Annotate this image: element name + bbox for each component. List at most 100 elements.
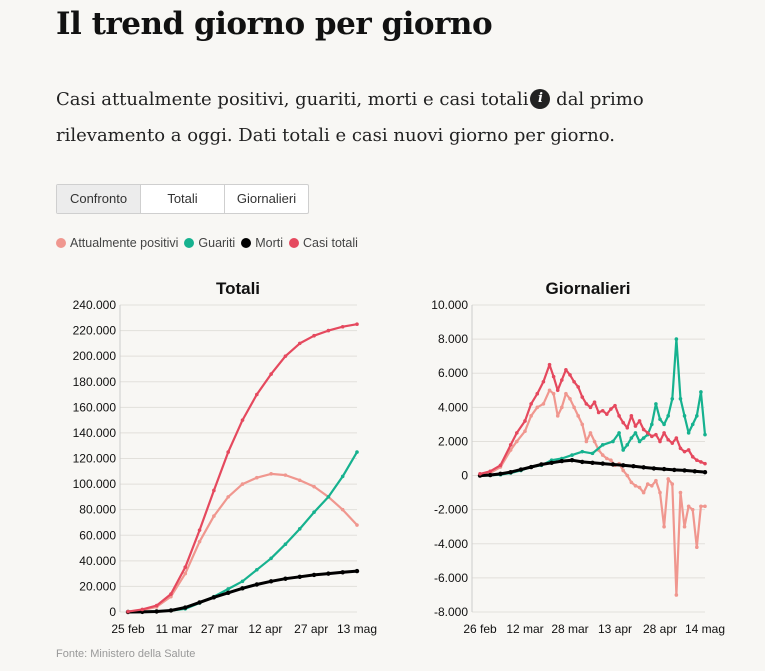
- intro-part2: dal primo rilevamento a oggi. Dati total…: [56, 89, 644, 146]
- data-point-attualmente-positivi: [678, 490, 683, 495]
- data-point-guariti: [678, 397, 683, 401]
- legend-dot: [289, 238, 299, 248]
- legend-item-guariti[interactable]: Guariti: [184, 236, 235, 250]
- data-point-casi-totali: [197, 528, 202, 532]
- y-tick-label: 4.000: [438, 400, 468, 414]
- tab-confronto[interactable]: Confronto: [57, 185, 141, 213]
- data-point-guariti: [633, 431, 638, 435]
- data-point-casi-totali: [670, 441, 675, 445]
- data-point-attualmente-positivi: [355, 523, 359, 527]
- data-point-casi-totali: [662, 431, 666, 435]
- series-line-casi-totali: [479, 363, 706, 475]
- data-point-morti: [518, 467, 524, 472]
- data-point-casi-totali: [600, 408, 605, 413]
- data-point-casi-totali: [560, 378, 564, 382]
- data-point-casi-totali: [297, 341, 302, 346]
- data-point-casi-totali: [226, 450, 230, 454]
- series-line-attualmente-positivi: [127, 472, 358, 613]
- data-point-casi-totali: [169, 592, 173, 596]
- data-point-guariti: [686, 431, 691, 435]
- data-point-casi-totali: [154, 603, 159, 608]
- data-point-attualmente-positivi: [523, 429, 527, 434]
- data-point-attualmente-positivi: [666, 477, 670, 481]
- data-point-guariti: [600, 443, 605, 447]
- data-point-casi-totali: [650, 434, 654, 439]
- intro-part1: Casi attualmente positivi, guariti, mort…: [56, 89, 529, 110]
- data-point-guariti: [326, 495, 331, 499]
- x-tick-label: 25 feb: [111, 622, 145, 636]
- data-point-casi-totali: [340, 324, 345, 329]
- data-point-attualmente-positivi: [600, 453, 605, 457]
- data-point-casi-totali: [645, 431, 650, 435]
- legend-item-morti[interactable]: Morti: [241, 236, 283, 250]
- data-point-guariti: [666, 414, 670, 418]
- data-point-morti: [183, 605, 188, 610]
- data-point-casi-totali: [633, 424, 638, 428]
- data-point-attualmente-positivi: [641, 490, 646, 495]
- data-point-morti: [620, 463, 626, 468]
- data-point-casi-totali: [355, 322, 359, 326]
- x-tick-label: 27 apr: [294, 622, 328, 636]
- data-point-attualmente-positivi: [588, 431, 593, 435]
- data-point-morti: [702, 469, 708, 475]
- data-point-attualmente-positivi: [183, 571, 188, 576]
- data-point-attualmente-positivi: [283, 473, 288, 477]
- data-point-casi-totali: [654, 432, 658, 437]
- tab-giornalieri[interactable]: Giornalieri: [236, 191, 297, 206]
- data-point-casi-totali: [312, 333, 316, 338]
- data-point-attualmente-positivi: [695, 545, 699, 549]
- tab-totali[interactable]: Totali: [141, 185, 225, 213]
- data-point-casi-totali: [529, 402, 533, 406]
- data-point-casi-totali: [641, 427, 646, 432]
- legend-item-casi-totali[interactable]: Casi totali: [289, 236, 358, 250]
- data-point-casi-totali: [551, 374, 556, 379]
- y-tick-label: 40.000: [79, 554, 116, 568]
- data-point-attualmente-positivi: [662, 524, 666, 529]
- data-point-morti: [590, 460, 595, 465]
- series-line-morti: [127, 569, 358, 614]
- data-point-attualmente-positivi: [340, 507, 345, 512]
- legend-dot: [241, 238, 252, 248]
- data-point-morti: [610, 462, 616, 467]
- x-tick-label: 12 mar: [506, 622, 543, 636]
- data-point-attualmente-positivi: [674, 593, 679, 597]
- y-tick-label: 160.000: [73, 400, 117, 414]
- data-point-attualmente-positivi: [564, 391, 568, 396]
- info-icon[interactable]: i: [530, 89, 551, 109]
- data-point-attualmente-positivi: [703, 504, 707, 509]
- data-point-guariti: [312, 510, 316, 515]
- data-point-morti: [268, 579, 274, 584]
- data-point-casi-totali: [605, 412, 609, 416]
- data-point-attualmente-positivi: [637, 485, 642, 490]
- data-point-casi-totali: [568, 373, 572, 377]
- data-point-casi-totali: [576, 385, 580, 389]
- legend-item-attualmente-positivi[interactable]: Attualmente positivi: [56, 236, 178, 250]
- data-point-morti: [580, 459, 585, 465]
- data-point-morti: [641, 465, 646, 470]
- data-point-attualmente-positivi: [580, 422, 585, 427]
- data-point-morti: [225, 590, 231, 596]
- y-tick-label: -8.000: [434, 605, 468, 619]
- data-point-guariti: [682, 414, 687, 418]
- data-point-guariti: [355, 450, 359, 454]
- data-point-attualmente-positivi: [269, 472, 273, 476]
- source-note: Fonte: Ministero della Salute: [56, 648, 196, 660]
- data-point-casi-totali: [613, 403, 617, 408]
- data-point-attualmente-positivi: [541, 402, 546, 406]
- data-point-attualmente-positivi: [555, 414, 560, 418]
- data-point-attualmente-positivi: [255, 475, 259, 480]
- data-point-morti: [240, 586, 245, 591]
- y-tick-label: 0: [109, 605, 116, 619]
- chart-title-totali: Totali: [216, 279, 260, 298]
- y-tick-label: 80.000: [79, 503, 116, 517]
- data-point-morti: [311, 572, 317, 578]
- data-point-morti: [326, 571, 331, 576]
- data-point-morti: [488, 472, 493, 478]
- data-point-guariti: [617, 431, 621, 435]
- data-point-guariti: [674, 337, 679, 341]
- data-point-guariti: [699, 390, 703, 394]
- data-point-morti: [498, 471, 503, 477]
- data-point-guariti: [590, 451, 595, 456]
- data-point-casi-totali: [617, 414, 621, 418]
